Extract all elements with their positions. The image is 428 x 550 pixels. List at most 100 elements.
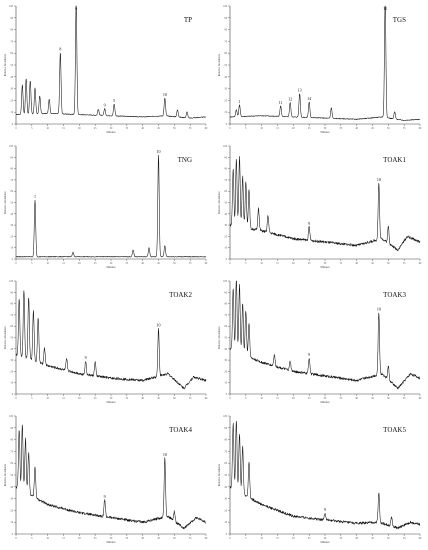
y-tick-label: 100: [223, 5, 228, 8]
panel-title: TNG: [178, 156, 192, 164]
x-tick-label: 50: [173, 127, 176, 130]
peak-label: 10: [157, 323, 161, 328]
peak-label: 9: [308, 221, 310, 226]
y-tick-label: 20: [224, 370, 227, 373]
y-tick-label: 100: [9, 5, 14, 8]
y-tick-label: 60: [10, 190, 13, 193]
x-tick-label: 40: [141, 537, 144, 540]
x-tick-label: 15: [62, 537, 65, 540]
x-tick-label: 35: [126, 397, 129, 400]
chart-svg: 0 10 20 30 40 50 60 70 80 90 100 0 5 10 15 20 25 30 35 40 45…: [4, 280, 208, 404]
y-tick-label: 0: [226, 258, 228, 261]
y-tick-label: 10: [224, 247, 227, 250]
y-tick-label: 80: [10, 168, 13, 171]
x-tick-label: 0: [15, 127, 17, 130]
x-axis-label: Minutes: [320, 401, 329, 404]
y-tick-label: 30: [224, 224, 227, 227]
chart-svg: 0 10 20 30 40 50 60 70 80 90 100 0 5 10 15 20 25 30 35 40 45…: [4, 5, 208, 134]
y-tick-label: 20: [224, 235, 227, 238]
x-tick-label: 0: [229, 262, 231, 265]
x-tick-label: 55: [189, 397, 192, 400]
x-tick-label: 15: [62, 397, 65, 400]
x-tick-label: 0: [15, 262, 17, 265]
x-tick-label: 0: [229, 537, 231, 540]
peak-label: 12: [288, 97, 292, 102]
x-tick-label: 40: [355, 262, 358, 265]
x-axis-label: Minutes: [106, 131, 115, 134]
y-tick-label: 90: [224, 427, 227, 430]
chromatogram-trace: [15, 5, 207, 119]
peak-label: 10: [377, 306, 381, 311]
x-tick-label: 25: [94, 397, 97, 400]
y-tick-label: 90: [10, 156, 13, 159]
x-tick-label: 15: [276, 537, 279, 540]
x-tick-label: 25: [308, 537, 311, 540]
peak-label: 9: [308, 352, 310, 357]
y-tick-label: 60: [10, 52, 13, 55]
y-tick-label: 50: [224, 337, 227, 340]
y-tick-label: 30: [224, 88, 227, 91]
panel-tgs: 0 10 20 30 40 50 60 70 80 90 100 0 5 10 15 20 25 30 35 40 45…: [216, 0, 426, 140]
y-tick-label: 60: [224, 462, 227, 465]
chart-svg: 0 10 20 30 40 50 60 70 80 90 100 0 5 10 15 20 25 30 35 40 45…: [218, 280, 422, 404]
x-tick-label: 5: [31, 537, 33, 540]
x-tick-label: 60: [419, 127, 422, 130]
x-tick-label: 30: [110, 262, 113, 265]
x-tick-label: 55: [189, 262, 192, 265]
x-tick-label: 45: [157, 262, 160, 265]
panel-toak4: 0 10 20 30 40 50 60 70 80 90 100 0 5 10 15 20 25 30 35 40 45…: [2, 410, 212, 550]
x-tick-label: 30: [324, 127, 327, 130]
x-axis-label: Minutes: [106, 541, 115, 544]
x-tick-label: 25: [308, 127, 311, 130]
y-tick-label: 80: [224, 439, 227, 442]
y-tick-label: 40: [224, 486, 227, 489]
y-axis-label: Relative Abundance: [218, 53, 221, 76]
y-tick-label: 20: [10, 370, 13, 373]
x-tick-label: 30: [324, 397, 327, 400]
panel-toak3: 0 10 20 30 40 50 60 70 80 90 100 0 5 10 15 20 25 30 35 40 45…: [216, 275, 426, 410]
x-tick-label: 45: [157, 127, 160, 130]
chart-svg: 0 10 20 30 40 50 60 70 80 90 100 0 5 10 15 20 25 30 35 40 45…: [218, 5, 422, 134]
peak-label: 10: [163, 452, 167, 457]
x-tick-label: 35: [126, 262, 129, 265]
y-tick-label: 90: [10, 291, 13, 294]
y-tick-label: 10: [10, 247, 13, 250]
peak-label: 9: [104, 102, 106, 107]
x-tick-label: 5: [31, 262, 33, 265]
x-tick-label: 40: [141, 397, 144, 400]
x-tick-label: 10: [46, 262, 49, 265]
x-tick-label: 45: [371, 262, 374, 265]
y-tick-label: 10: [224, 382, 227, 385]
x-tick-label: 60: [205, 127, 208, 130]
panel-tng: 0 10 20 30 40 50 60 70 80 90 100 0 5 10 15 20 25 30 35 40 45…: [2, 140, 212, 275]
x-tick-label: 10: [260, 397, 263, 400]
y-tick-label: 30: [10, 498, 13, 501]
chromatogram-trace: [15, 154, 207, 258]
peak-label: 10: [157, 149, 161, 154]
y-tick-label: 60: [10, 462, 13, 465]
peak-label: 10: [377, 177, 381, 182]
y-tick-label: 40: [10, 486, 13, 489]
x-tick-label: 0: [229, 127, 231, 130]
y-axis-label: Relative Abundance: [218, 463, 221, 486]
y-tick-label: 70: [10, 40, 13, 43]
x-tick-label: 20: [292, 537, 295, 540]
y-tick-label: 100: [223, 280, 228, 283]
x-tick-label: 40: [141, 262, 144, 265]
peak-label: 13: [298, 88, 302, 93]
panel-title: TOAK2: [169, 291, 192, 299]
panel-title: TP: [184, 16, 192, 24]
x-tick-label: 10: [260, 537, 263, 540]
y-tick-label: 100: [223, 145, 228, 148]
x-tick-label: 5: [245, 537, 247, 540]
x-tick-label: 5: [245, 127, 247, 130]
x-tick-label: 0: [229, 397, 231, 400]
y-tick-label: 0: [12, 533, 14, 536]
x-tick-label: 45: [157, 397, 160, 400]
panel-title: TOAK1: [383, 156, 406, 164]
x-tick-label: 60: [419, 397, 422, 400]
x-tick-label: 35: [340, 397, 343, 400]
x-tick-label: 30: [110, 397, 113, 400]
y-axis-label: Relative Abundance: [4, 463, 7, 486]
x-tick-label: 40: [355, 537, 358, 540]
